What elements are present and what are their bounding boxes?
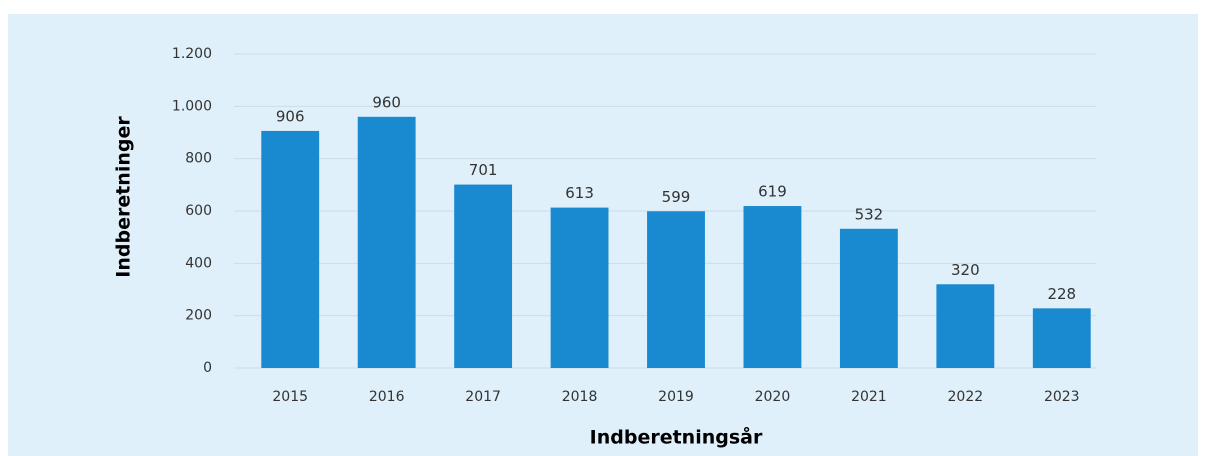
data-label: 960 [372, 93, 401, 111]
bar [1032, 308, 1091, 368]
y-tick-label: 0 [203, 360, 212, 376]
data-label: 906 [276, 107, 305, 125]
bar [936, 284, 995, 368]
x-tick-label: 2023 [1044, 389, 1080, 405]
data-label: 613 [565, 184, 594, 202]
data-label: 619 [758, 183, 787, 201]
y-tick-label: 1.200 [172, 46, 212, 62]
data-label: 320 [951, 261, 980, 279]
x-tick-label: 2020 [755, 389, 791, 405]
y-tick-label: 400 [185, 255, 212, 271]
bar [357, 116, 416, 368]
x-tick-label: 2017 [465, 389, 501, 405]
data-label: 228 [1047, 285, 1076, 303]
y-axis-title: Indberetninger [113, 116, 135, 278]
x-tick-label: 2021 [851, 389, 887, 405]
x-axis-title: Indberetningsår [590, 425, 763, 449]
x-tick-label: 2019 [658, 389, 694, 405]
bar [743, 206, 802, 368]
data-label: 532 [855, 205, 884, 223]
x-tick-label: 2015 [272, 389, 308, 405]
y-tick-label: 1.000 [172, 98, 212, 114]
bar [550, 207, 609, 368]
bar [839, 228, 898, 368]
data-label: 599 [662, 188, 691, 206]
x-tick-label: 2016 [369, 389, 405, 405]
x-tick-label: 2022 [948, 389, 984, 405]
x-tick-label: 2018 [562, 389, 598, 405]
bar [454, 184, 513, 368]
data-label: 701 [469, 161, 498, 179]
y-tick-label: 800 [185, 151, 212, 167]
bar [261, 130, 320, 368]
y-tick-label: 600 [185, 203, 212, 219]
bar [647, 211, 705, 368]
y-tick-label: 200 [185, 308, 212, 324]
